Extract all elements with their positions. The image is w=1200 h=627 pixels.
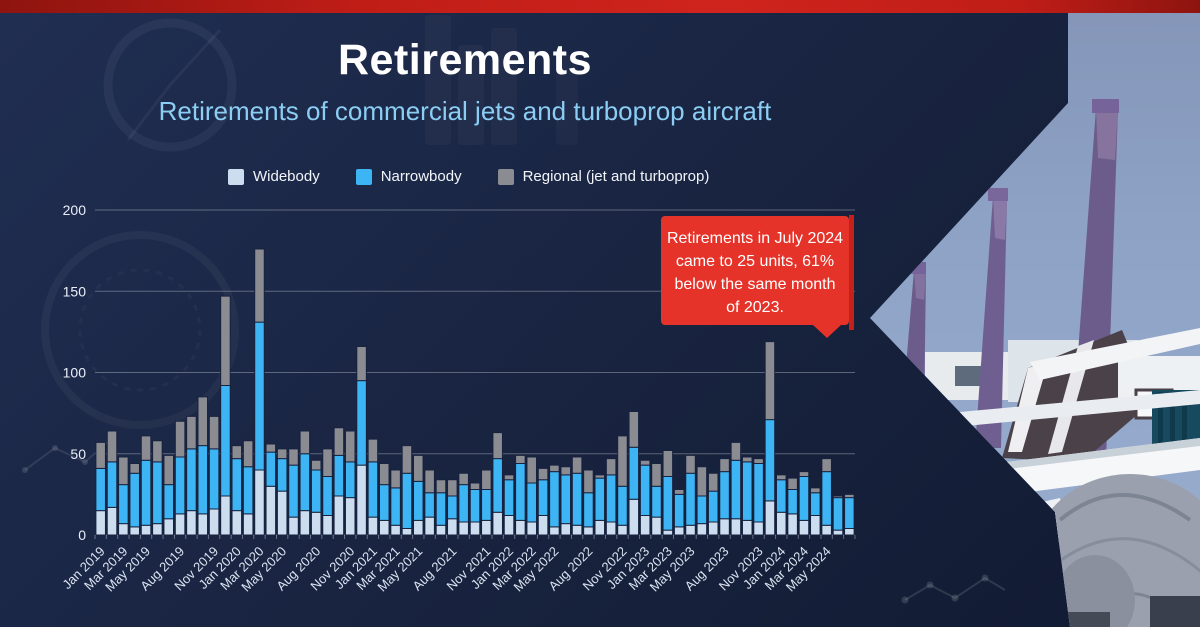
callout-line: of 2023. [726,299,784,316]
widebody-swatch-icon [228,168,244,185]
callout-pointer [813,325,841,338]
legend-label: Narrowbody [380,168,462,185]
narrowbody-swatch-icon [355,168,372,185]
top-red-band [0,0,1200,13]
svg-text:0: 0 [78,527,86,543]
legend-label: Widebody [253,168,320,185]
callout-line: below the same month [674,276,836,293]
legend-item-narrowbody: Narrowbody [355,168,462,185]
page-subtitle: Retirements of commercial jets and turbo… [158,96,772,126]
regional-swatch-icon [497,168,514,185]
page-title: Retirements [337,36,593,84]
legend-item-widebody: Widebody [228,168,320,185]
svg-text:150: 150 [63,283,87,299]
legend-item-regional: Regional (jet and turboprop) [497,168,710,185]
red-accent-stripe [849,215,854,330]
svg-text:200: 200 [63,202,87,218]
callout-annotation: Retirements in July 2024 came to 25 unit… [661,216,849,338]
legend-label: Regional (jet and turboprop) [522,168,710,185]
callout-line: Retirements in July 2024 [666,230,844,247]
svg-text:50: 50 [70,446,86,462]
callout-line: came to 25 units, 61% [675,253,835,270]
svg-text:100: 100 [63,365,87,381]
chart-legend: Widebody Narrowbody Regional (jet and tu… [228,168,709,185]
